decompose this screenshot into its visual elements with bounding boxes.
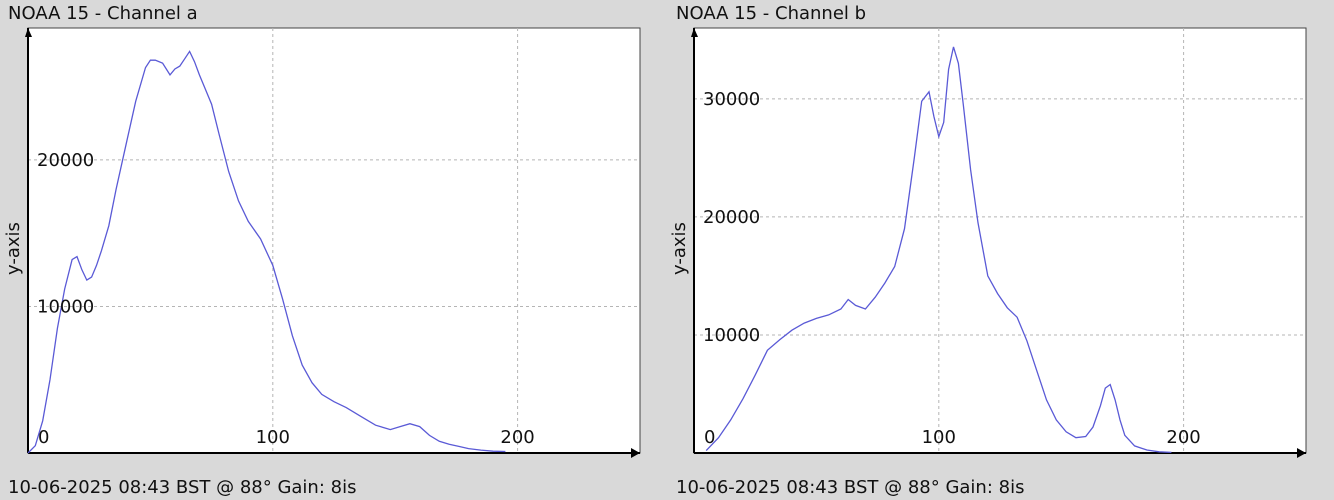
- x-axis-arrow: [631, 448, 640, 458]
- y-axis-arrow: [691, 28, 698, 37]
- y-tick-label: 30000: [703, 89, 760, 110]
- chart-panel-1: 0 100 200 10000 20000 30000 y-axis NOAA 15 - Ch…: [669, 3, 1307, 498]
- series-line-0: [27, 50, 506, 454]
- y-tick-label: 10000: [37, 296, 94, 317]
- plot-area: [693, 27, 1307, 454]
- x-tick-label: 0: [704, 427, 715, 448]
- y-tick-label: 20000: [37, 150, 94, 171]
- y-tick-label: 20000: [703, 207, 760, 228]
- x-tick-label: 200: [1166, 427, 1200, 448]
- y-tick-label: 10000: [703, 325, 760, 346]
- y-axis-label: y-axis: [3, 222, 24, 275]
- x-tick-label: 0: [38, 427, 49, 448]
- chart-title: NOAA 15 - Channel a: [8, 3, 198, 24]
- y-axis-label: y-axis: [669, 222, 690, 275]
- x-tick-label: 100: [256, 427, 290, 448]
- x-tick-label: 100: [922, 427, 956, 448]
- plot-area: [27, 27, 641, 454]
- chart-footer: 10-06-2025 08:43 BST @ 88° Gain: 8is: [676, 477, 1024, 498]
- chart-title: NOAA 15 - Channel b: [676, 3, 866, 24]
- series-line-0: [705, 46, 1172, 454]
- x-axis-arrow: [1297, 448, 1306, 458]
- x-tick-label: 200: [500, 427, 534, 448]
- y-axis-arrow: [25, 28, 32, 37]
- chart-footer: 10-06-2025 08:43 BST @ 88° Gain: 8is: [8, 477, 356, 498]
- chart-panel-0: 0 100 200 10000 20000 y-axis NOAA 15 - Channel…: [3, 3, 641, 498]
